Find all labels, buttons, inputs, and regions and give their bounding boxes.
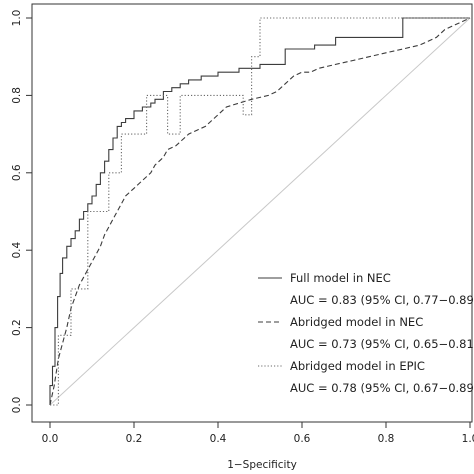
x-axis-title: 1−Specificity [227, 459, 297, 471]
plot-frame [31, 3, 473, 423]
x-tick-label: 0.2 [126, 433, 143, 445]
x-tick-label: 0.0 [42, 433, 59, 445]
legend-label-3: Abridged model in EPIC [290, 359, 425, 373]
series-line-1 [49, 17, 470, 405]
reference-diagonal-layer [49, 17, 471, 406]
legend: Full model in NEC AUC = 0.83 (95% CI, 0.7… [258, 271, 474, 395]
x-axis: 0.0 0.2 0.4 0.6 0.8 1.0 [42, 422, 474, 445]
x-tick-label: 1.0 [462, 433, 474, 445]
legend-auc-3: AUC = 0.78 (95% CI, 0.67−0.89) [290, 381, 474, 395]
y-tick-label: 0.6 [11, 164, 23, 181]
series-layer [49, 17, 471, 406]
legend-label-1: Full model in NEC [290, 271, 391, 285]
y-tick-label: 0.2 [11, 319, 23, 336]
reference-diagonal-line [49, 17, 471, 406]
y-tick-label: 0.8 [11, 87, 23, 104]
y-tick-label: 0.4 [11, 242, 23, 259]
legend-auc-1: AUC = 0.83 (95% CI, 0.77−0.89) [290, 293, 474, 307]
series-line-2 [49, 17, 471, 406]
y-tick-label: 0.0 [11, 397, 23, 414]
x-tick-label: 0.4 [210, 433, 227, 445]
x-tick-label: 0.6 [294, 433, 311, 445]
legend-auc-2: AUC = 0.73 (95% CI, 0.65−0.81) [290, 337, 474, 351]
y-tick-label: 1.0 [11, 10, 23, 27]
y-axis: 0.0 0.2 0.4 0.6 0.8 1.0 [11, 10, 32, 414]
series-line-3 [50, 17, 470, 406]
legend-label-2: Abridged model in NEC [290, 315, 423, 329]
x-tick-label: 0.8 [378, 433, 395, 445]
